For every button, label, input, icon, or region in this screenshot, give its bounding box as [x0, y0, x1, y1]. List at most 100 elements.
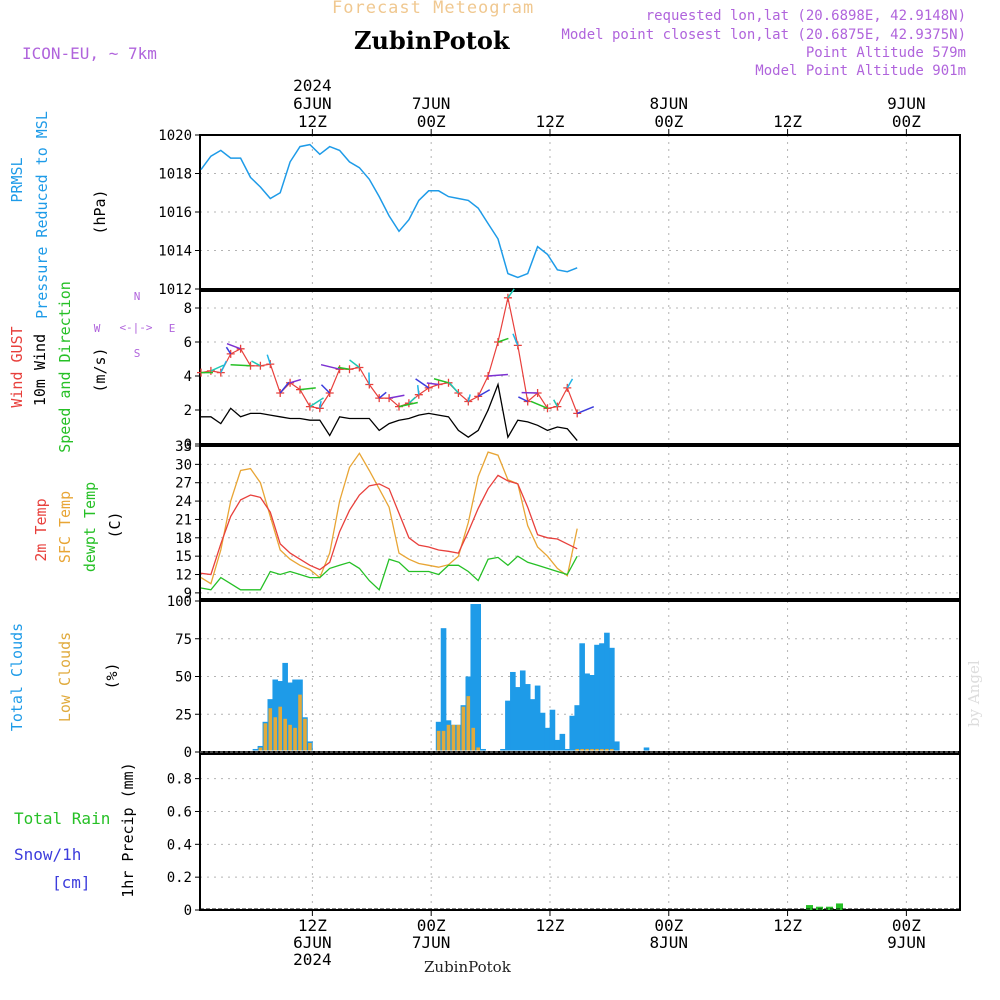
low-clouds-bar	[600, 748, 604, 751]
low-clouds-bar	[283, 718, 287, 751]
location-title: ZubinPotok	[354, 26, 510, 55]
bottom-time-label: 12Z	[773, 916, 802, 935]
low-clouds-bar	[610, 748, 614, 751]
total-clouds-bar	[609, 647, 615, 751]
top-date-label: 8JUN	[650, 94, 689, 113]
wind-direction-arrow	[337, 366, 350, 370]
low-clouds-bar	[293, 727, 297, 751]
total-clouds-bar	[594, 644, 600, 751]
total-clouds-bar	[559, 733, 566, 751]
wind-direction-arrow	[320, 384, 331, 394]
panel-frame-wind	[199, 290, 961, 445]
low-clouds-bar	[590, 748, 594, 751]
top-time-label: 12Z	[536, 112, 565, 131]
rain-bar	[816, 906, 823, 910]
y-tick-label: 75	[175, 632, 192, 648]
dewpt-temp-line	[200, 555, 578, 591]
prmsl-line	[200, 143, 578, 279]
low-clouds-bar	[288, 724, 292, 751]
y-tick-label: 27	[175, 476, 192, 492]
wind-label-direction: Speed and Direction	[56, 281, 74, 453]
sfc-temp-line	[200, 451, 578, 585]
total-clouds-bar	[440, 628, 447, 751]
y-tick-label: 0.6	[167, 804, 192, 820]
total-clouds-bar	[604, 632, 610, 751]
top-time-label: 00Z	[654, 112, 683, 131]
total-clouds-bar	[544, 727, 551, 751]
y-tick-label: 12	[175, 568, 192, 584]
total-clouds-bar	[614, 741, 620, 751]
closest-coords: Model point closest lon,lat (20.6875E, 4…	[561, 27, 966, 43]
pressure-label-prmsl: PRMSL	[8, 157, 26, 202]
wind-direction-arrow	[448, 381, 459, 394]
low-clouds-bar	[308, 742, 312, 751]
total-clouds-bar	[549, 709, 556, 751]
total-clouds-bar	[252, 748, 259, 751]
wind-direction-arrow	[398, 401, 418, 408]
temp-label-dewpt: dewpt Temp	[81, 482, 99, 572]
total-clouds-bar	[524, 684, 531, 751]
wind-direction-arrow	[426, 382, 439, 386]
total-clouds-bar	[505, 700, 511, 751]
y-tick-label: 8	[184, 301, 192, 317]
bottom-time-label: 12Z	[298, 916, 327, 935]
model-altitude: Model Point Altitude 901m	[755, 63, 966, 79]
panel-frame-temp	[199, 445, 961, 600]
bottom-date-label: 6JUN	[293, 933, 332, 952]
bottom-date-label: 7JUN	[412, 933, 451, 952]
panel-frame-precip	[199, 753, 961, 911]
wind-direction-arrow	[408, 396, 416, 404]
total-clouds-bar	[272, 679, 279, 751]
wind-direction-arrow	[576, 405, 595, 415]
compass-w: W	[94, 322, 101, 335]
low-clouds-bar	[436, 730, 441, 751]
wind-direction-arrow	[299, 387, 316, 391]
product-title: Forecast Meteogram	[332, 0, 535, 18]
wind-direction-arrow	[320, 363, 340, 370]
temp-2m-line	[200, 474, 578, 576]
low-clouds-bar	[441, 730, 446, 751]
wind-direction-arrow	[553, 399, 559, 407]
clouds-label-total: Total Clouds	[8, 623, 26, 731]
y-tick-label: 6	[184, 335, 192, 351]
total-clouds-bar	[554, 739, 561, 751]
low-clouds-bar	[575, 748, 579, 751]
wind-direction-arrow	[319, 401, 322, 409]
wind-direction-arrow	[309, 397, 324, 408]
pressure-label-msl: Pressure Reduced to MSL	[33, 111, 51, 319]
y-tick-label: 50	[175, 670, 192, 686]
total-clouds-bar	[510, 671, 516, 751]
top-time-label: 12Z	[298, 112, 327, 131]
wind-direction-arrow	[566, 378, 574, 389]
total-clouds-bar	[643, 747, 650, 751]
wind-direction-arrow	[507, 288, 515, 299]
y-tick-label: 1016	[158, 205, 192, 221]
y-tick-label: 18	[175, 531, 192, 547]
y-tick-label: 100	[167, 594, 192, 610]
low-clouds-bar	[466, 696, 471, 751]
temp-label-2m: 2m Temp	[32, 498, 50, 561]
top-time-label: 12Z	[773, 112, 802, 131]
temp-unit-label: (C)	[106, 511, 124, 538]
pressure-unit-label: (hPa)	[91, 189, 109, 234]
wind-direction-arrow	[530, 400, 548, 409]
rain-bar	[806, 905, 813, 910]
low-clouds-bar	[273, 717, 278, 751]
y-tick-label: 1020	[158, 128, 192, 144]
wind-label-gust: Wind GUST	[8, 326, 26, 407]
total-clouds-bar	[480, 748, 486, 751]
y-tick-label: 4	[184, 369, 192, 385]
total-clouds-bar	[579, 643, 585, 751]
low-clouds-bar	[263, 723, 268, 751]
top-year-label: 2024	[293, 76, 332, 95]
wind-direction-arrow	[497, 337, 509, 343]
wind-direction-arrow	[225, 346, 232, 355]
precip-y-label: 1hr Precip (mm)	[119, 762, 137, 897]
y-tick-label: 1012	[158, 282, 192, 298]
wind-label-10m: 10m Wind	[31, 334, 49, 406]
wind-direction-arrow	[512, 333, 519, 346]
total-clouds-bar	[584, 673, 590, 751]
low-clouds-bar	[595, 748, 599, 751]
wind-direction-arrow	[378, 391, 387, 399]
